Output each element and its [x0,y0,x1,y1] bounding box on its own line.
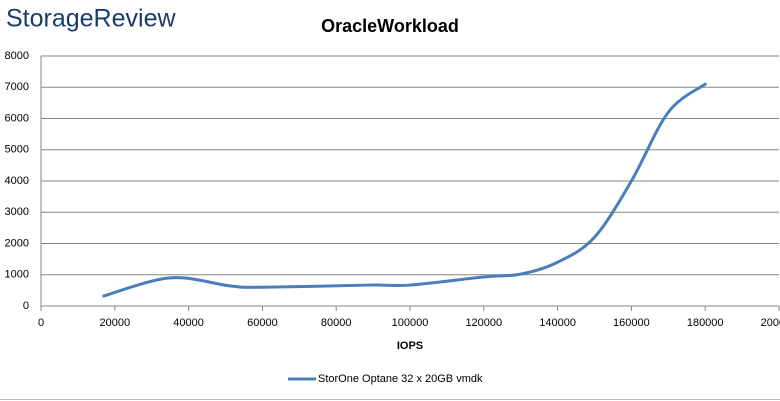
y-tick-label: 6000 [5,112,29,124]
x-tick-label: 20000 [100,317,131,329]
x-tick-label: 100000 [392,317,429,329]
y-tick-label: 8000 [5,50,29,62]
x-tick-label: 60000 [247,317,278,329]
x-tick-label: 160000 [613,317,650,329]
x-axis-label: IOPS [397,340,423,352]
y-tick-label: 7000 [5,81,29,93]
x-tick-label: 200000 [761,317,780,329]
chart-title: OracleWorkload [321,16,459,36]
x-tick-label: 180000 [687,317,724,329]
y-tick-label: 0 [23,300,29,312]
x-tick-label: 80000 [321,317,352,329]
legend-label: StorOne Optane 32 x 20GB vmdk [318,373,483,385]
x-tick-label: 120000 [465,317,502,329]
y-tick-label: 2000 [5,237,29,249]
x-tick-label: 140000 [539,317,576,329]
x-tick-label: 0 [38,317,44,329]
y-tick-label: 1000 [5,269,29,281]
y-tick-label: 4000 [5,175,29,187]
logo: StorageReview [6,5,176,33]
y-tick-label: 3000 [5,206,29,218]
data-line [102,82,707,298]
x-tick-label: 40000 [173,317,204,329]
y-tick-label: 5000 [5,144,29,156]
